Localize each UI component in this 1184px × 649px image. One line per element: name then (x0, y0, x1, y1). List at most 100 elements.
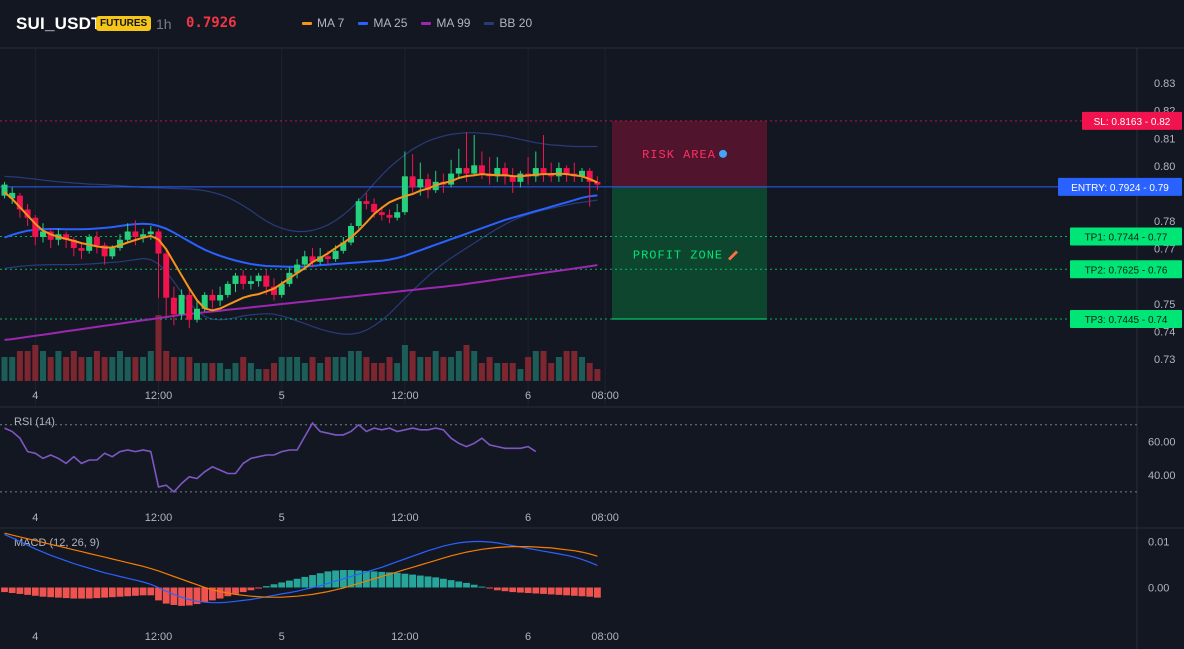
legend-ma99-label: MA 99 (436, 16, 471, 30)
level-tag-2 (1070, 227, 1182, 246)
macd-hist-bar (424, 576, 432, 588)
symbol-title[interactable]: SUI_USDT (16, 14, 102, 33)
candle-body (147, 231, 154, 235)
legend-ma99[interactable]: MA 99 (421, 16, 470, 30)
volume-bar (401, 345, 408, 381)
volume-bar (386, 357, 393, 381)
macd-hist-bar (155, 587, 162, 601)
macd-hist-bar (232, 587, 239, 594)
candle-body (324, 256, 331, 260)
candle-body (425, 179, 431, 191)
volume-bar (147, 351, 154, 381)
candle-body (378, 212, 385, 215)
price-tick-label: 0.75 (1154, 299, 1175, 311)
volume-bar (255, 369, 262, 381)
legend-ma25-label: MA 25 (373, 16, 408, 30)
macd-hist-bar (255, 587, 262, 589)
macd-hist-bar (355, 570, 363, 588)
macd-hist-bar (147, 587, 155, 596)
volume-bar (194, 363, 200, 381)
candle-body (301, 256, 308, 265)
profit-zone-label: PROFIT ZONE (633, 248, 723, 262)
volume-bar (163, 351, 170, 381)
risk-area-label: RISK AREA (642, 148, 716, 162)
legend-ma7-swatch (302, 21, 312, 25)
volume-bar (201, 363, 208, 381)
time-tick-label: 12:00 (145, 390, 173, 402)
rsi-time-tick-label: 4 (32, 512, 38, 524)
volume-bar (217, 363, 224, 381)
candle-body (363, 201, 370, 204)
candle-body (401, 176, 408, 213)
candle-body (78, 248, 85, 251)
macd-hist-bar (463, 582, 470, 588)
macd-hist-bar (132, 587, 139, 596)
timeframe-label[interactable]: 1h (156, 16, 172, 32)
volume-bar (425, 357, 431, 381)
rsi-time-tick-label: 12:00 (391, 512, 419, 524)
volume-bar (355, 351, 362, 381)
candle-body (194, 308, 200, 320)
macd-hist-bar (386, 572, 393, 588)
volume-bar (32, 345, 39, 381)
ma7-line (3, 172, 598, 312)
legend-ma99-swatch (421, 21, 432, 25)
macd-hist-bar (594, 587, 601, 598)
macd-hist-bar (570, 587, 578, 596)
legend-bb20[interactable]: BB 20 (484, 16, 532, 30)
volume-bar (317, 363, 324, 381)
candle-body (332, 250, 339, 260)
level-tag-label-2: TP1: 0.7744 - 0.77 (1085, 232, 1168, 243)
macd-time-tick-label: 4 (32, 631, 38, 643)
legend-ma7-label: MA 7 (317, 16, 345, 30)
profit-zone (612, 186, 767, 319)
candle-body (579, 170, 585, 177)
volume-bar (478, 363, 485, 381)
macd-hist-bar (578, 587, 586, 597)
macd-hist-bar (363, 570, 370, 588)
candle-body (532, 168, 539, 177)
candle-body (294, 264, 301, 273)
volume-bar (548, 363, 555, 381)
volume-bar (271, 363, 277, 381)
macd-hist-bar (309, 575, 316, 588)
macd-hist-bar (416, 575, 424, 588)
volume-bar (240, 357, 247, 381)
ma25-line (4, 194, 598, 268)
time-tick-label: 6 (525, 390, 531, 402)
volume-bar (47, 357, 54, 381)
price-tick-label: 0.74 (1154, 326, 1175, 338)
macd-time-tick-label: 08:00 (591, 631, 619, 643)
candle-body (16, 195, 23, 210)
macd-hist-bar (201, 587, 209, 603)
volume-bar (340, 357, 347, 381)
macd-hist-bar (193, 587, 201, 605)
macd-hist-bar (124, 587, 132, 597)
macd-histogram (1, 570, 601, 606)
volume-bar (440, 357, 447, 381)
legend-ma25[interactable]: MA 25 (358, 16, 407, 30)
legend-ma7[interactable]: MA 7 (302, 16, 344, 30)
volume-bar (93, 351, 100, 381)
macd-hist-bar (31, 587, 39, 596)
macd-hist-bar (224, 587, 232, 597)
volume-bar (563, 351, 570, 381)
price-tick-label: 0.78 (1154, 216, 1175, 228)
volume-bar (471, 351, 478, 381)
macd-hist-bar (293, 578, 301, 588)
macd-hist-bar (393, 572, 401, 588)
candle-body (32, 217, 39, 238)
volume-bar (324, 357, 331, 381)
macd-hist-bar (409, 574, 416, 588)
macd-hist-bar (47, 587, 55, 598)
macd-hist-bar (447, 580, 455, 588)
macd-hist-bar (401, 573, 409, 588)
candle-body (340, 242, 347, 251)
candle-body (555, 168, 562, 177)
macd-hist-bar (378, 571, 386, 588)
macd-hist-bar (501, 587, 509, 592)
price-tick-label: 0.83 (1154, 78, 1175, 90)
volume-bar (301, 363, 308, 381)
candles (1, 132, 601, 329)
